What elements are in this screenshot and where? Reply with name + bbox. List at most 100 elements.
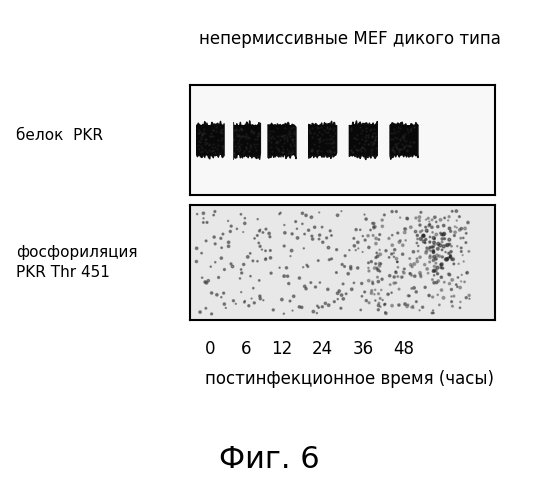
Point xyxy=(421,223,430,231)
Point xyxy=(266,233,274,241)
Point xyxy=(368,145,377,153)
Point xyxy=(444,250,453,258)
Point xyxy=(209,140,217,148)
Point xyxy=(437,230,446,238)
Point xyxy=(270,134,279,141)
Point xyxy=(235,142,243,150)
Point xyxy=(457,244,465,252)
Point xyxy=(437,260,446,268)
Point xyxy=(444,270,453,278)
Point xyxy=(391,140,399,148)
Point xyxy=(198,130,207,138)
Point xyxy=(422,244,431,252)
Point xyxy=(374,302,383,310)
Point xyxy=(303,262,312,270)
Point xyxy=(426,238,434,246)
Point xyxy=(445,270,454,278)
Point xyxy=(209,132,217,140)
Point xyxy=(428,276,437,283)
Point xyxy=(430,214,439,222)
Point xyxy=(392,254,401,262)
Point xyxy=(277,132,285,140)
Point xyxy=(399,132,407,140)
Point xyxy=(440,278,449,286)
Point xyxy=(333,212,342,220)
Point xyxy=(327,255,336,263)
Point xyxy=(408,262,416,270)
Point xyxy=(282,136,291,144)
Point xyxy=(247,294,256,302)
Point xyxy=(324,301,333,309)
Point xyxy=(351,246,360,254)
Point xyxy=(438,264,447,272)
Point xyxy=(401,225,410,233)
Point xyxy=(416,272,425,280)
Text: 0: 0 xyxy=(205,340,216,358)
Point xyxy=(435,301,444,309)
Point xyxy=(321,136,330,143)
Point xyxy=(224,242,233,250)
Point xyxy=(243,140,251,147)
Point xyxy=(363,140,372,148)
Point xyxy=(230,149,238,157)
Point xyxy=(426,258,434,266)
Point xyxy=(236,274,244,282)
Point xyxy=(318,303,327,311)
Point xyxy=(371,136,379,144)
Point xyxy=(367,286,376,294)
Point xyxy=(209,146,217,154)
Point xyxy=(362,215,370,223)
Point xyxy=(367,258,376,266)
Point xyxy=(429,267,438,275)
Point xyxy=(194,126,203,134)
Point xyxy=(364,232,372,240)
Point xyxy=(461,224,469,232)
Point xyxy=(287,136,296,144)
Point xyxy=(364,259,373,267)
Point xyxy=(201,138,210,146)
Point xyxy=(356,128,365,136)
Point xyxy=(229,135,237,143)
Point xyxy=(430,272,438,280)
Point xyxy=(370,126,379,134)
Point xyxy=(398,273,407,281)
Point xyxy=(330,128,339,136)
Point xyxy=(412,298,421,306)
Point xyxy=(373,252,382,260)
Point xyxy=(410,272,419,280)
Point xyxy=(402,140,410,148)
Point xyxy=(356,226,365,234)
Point xyxy=(206,132,215,140)
Point xyxy=(364,140,373,148)
Point xyxy=(407,142,415,150)
Point xyxy=(374,236,383,244)
Point xyxy=(438,253,447,261)
Point xyxy=(246,128,255,136)
Point xyxy=(410,284,419,292)
Point xyxy=(226,260,235,268)
Point xyxy=(267,269,275,277)
Point xyxy=(424,245,433,253)
Point xyxy=(384,290,392,298)
Point xyxy=(367,140,376,148)
Point xyxy=(197,249,206,257)
Point xyxy=(324,146,333,154)
Point xyxy=(338,260,346,268)
FancyBboxPatch shape xyxy=(232,124,260,156)
Point xyxy=(218,142,226,150)
Point xyxy=(428,309,436,317)
Point xyxy=(329,136,338,144)
Point xyxy=(192,258,201,266)
Point xyxy=(412,288,421,296)
Point xyxy=(242,144,250,152)
Point xyxy=(452,216,461,224)
Point xyxy=(420,238,428,246)
Point xyxy=(284,148,293,156)
Point xyxy=(255,227,264,235)
Point xyxy=(409,138,418,146)
Point xyxy=(384,290,393,298)
Point xyxy=(328,126,337,134)
Point xyxy=(358,292,366,300)
Point xyxy=(400,225,409,233)
Point xyxy=(426,233,434,241)
